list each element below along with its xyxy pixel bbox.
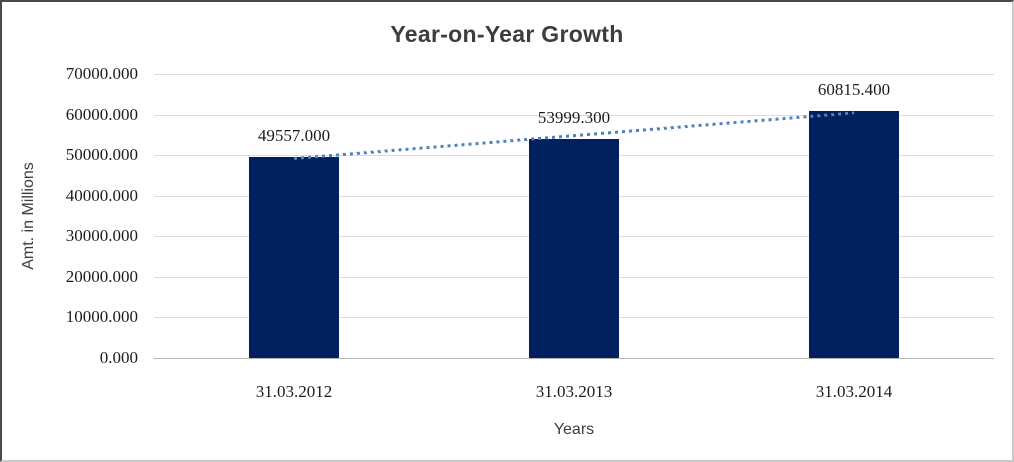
x-axis-tick-label: 31.03.2012	[255, 382, 333, 401]
chart-title: Year-on-Year Growth	[390, 21, 624, 47]
gridline	[154, 74, 994, 75]
x-axis-title: Years	[553, 421, 595, 438]
plot-area	[154, 74, 994, 359]
bar-value-label: 53999.300	[537, 107, 611, 127]
y-axis-tick-label: 10000.000	[65, 307, 138, 327]
y-axis-title: Amt. in Millions	[20, 162, 37, 270]
bar-value-label: 49557.000	[257, 125, 331, 145]
bar	[529, 138, 619, 358]
y-axis-tick-label: 40000.000	[65, 185, 138, 205]
gridline	[154, 114, 994, 116]
bar	[249, 156, 339, 358]
y-axis-tick-label: 0.000	[99, 348, 138, 367]
y-axis-tick-label: 70000.000	[65, 64, 138, 83]
y-axis-tick-label: 50000.000	[65, 145, 138, 165]
bar	[809, 111, 899, 358]
bar-value-label: 60815.400	[817, 80, 891, 100]
y-axis-tick-label: 30000.000	[65, 226, 138, 246]
x-axis-tick-label: 31.03.2014	[815, 382, 893, 401]
y-axis-tick-label: 60000.000	[65, 104, 138, 124]
y-axis-tick-label: 20000.000	[65, 266, 138, 286]
x-axis-tick-label: 31.03.2013	[535, 382, 613, 401]
